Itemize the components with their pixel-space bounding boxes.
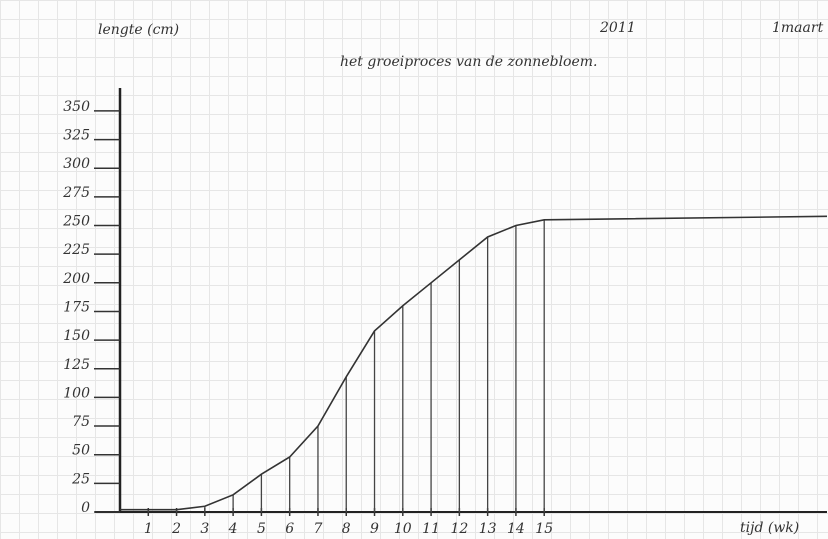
x-tick-label: 10 bbox=[394, 521, 412, 537]
x-tick-label: 13 bbox=[479, 521, 497, 537]
y-tick-label: 25 bbox=[71, 471, 90, 487]
y-tick-label: 325 bbox=[63, 128, 90, 144]
y-tick-label: 275 bbox=[62, 185, 90, 201]
y-tick-label: 0 bbox=[81, 500, 90, 516]
chart: lengte (cm) 2011 1maart het groeiproces … bbox=[0, 0, 828, 539]
x-tick-label: 12 bbox=[450, 521, 468, 537]
y-tick-label: 200 bbox=[62, 271, 90, 287]
y-tick-label: 150 bbox=[63, 328, 90, 344]
y-tick-label: 250 bbox=[62, 214, 90, 230]
x-tick-label: 11 bbox=[422, 521, 440, 537]
x-tick-label: 3 bbox=[200, 521, 209, 537]
x-tick-label: 8 bbox=[342, 521, 351, 537]
x-tick-label: 5 bbox=[257, 521, 266, 537]
y-tick-label: 100 bbox=[63, 385, 90, 401]
x-tick-label: 6 bbox=[285, 521, 294, 537]
x-tick-label: 7 bbox=[313, 521, 322, 537]
annotation: 2011 bbox=[599, 20, 636, 36]
x-axis-label: tijd (wk) bbox=[740, 520, 799, 536]
x-tick-label: 15 bbox=[535, 521, 553, 537]
x-tick-label: 2 bbox=[171, 521, 181, 537]
y-tick-label: 350 bbox=[63, 99, 90, 115]
y-tick-label: 50 bbox=[72, 443, 90, 459]
chart-title: het groeiproces van de zonnebloem. bbox=[340, 54, 598, 70]
x-tick-label: 14 bbox=[507, 521, 525, 537]
x-tick-label: 4 bbox=[228, 521, 238, 537]
y-tick-label: 300 bbox=[63, 156, 90, 172]
growth-line bbox=[120, 216, 827, 509]
x-tick-label: 9 bbox=[370, 521, 379, 537]
y-axis-label: lengte (cm) bbox=[98, 22, 179, 38]
y-tick-label: 175 bbox=[63, 299, 90, 315]
y-tick-label: 125 bbox=[63, 357, 90, 373]
x-tick-label: 1 bbox=[144, 521, 153, 537]
annotation: 1maart bbox=[772, 20, 824, 36]
y-tick-label: 75 bbox=[72, 414, 90, 430]
y-tick-label: 225 bbox=[62, 242, 90, 258]
